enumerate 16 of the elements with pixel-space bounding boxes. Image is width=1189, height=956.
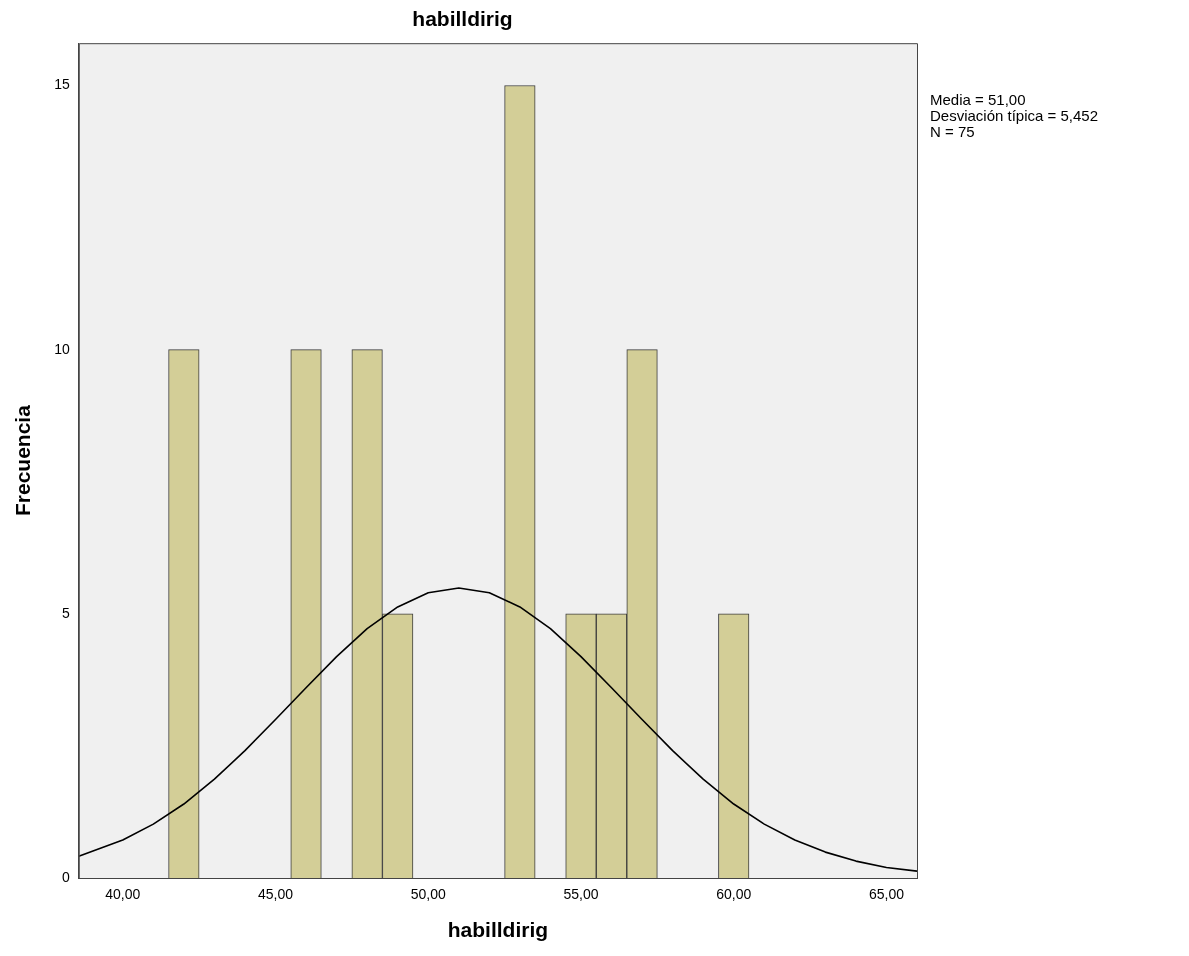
y-tick-label: 15 — [54, 76, 70, 93]
x-axis-title: habilldirig — [447, 918, 549, 942]
x-tick-label: 60,00 — [716, 886, 752, 903]
x-tick-label: 55,00 — [563, 886, 599, 903]
y-axis-title: Frecuencia — [11, 404, 35, 517]
y-tick-label: 10 — [54, 340, 70, 357]
text: Desviación típica = 5,452 — [930, 107, 1099, 124]
x-tick-label: 45,00 — [257, 886, 294, 903]
x-tick-label: 40,00 — [105, 886, 141, 903]
chart-title: habilldirig — [412, 7, 513, 31]
text: N = 75 — [930, 123, 976, 140]
x-tick-label: 50,00 — [410, 886, 446, 903]
y-tick-label: 5 — [61, 604, 70, 621]
y-tick-label: 0 — [61, 868, 70, 885]
text: Media = 51,00 — [930, 91, 1027, 108]
x-tick-label: 65,00 — [868, 886, 905, 903]
